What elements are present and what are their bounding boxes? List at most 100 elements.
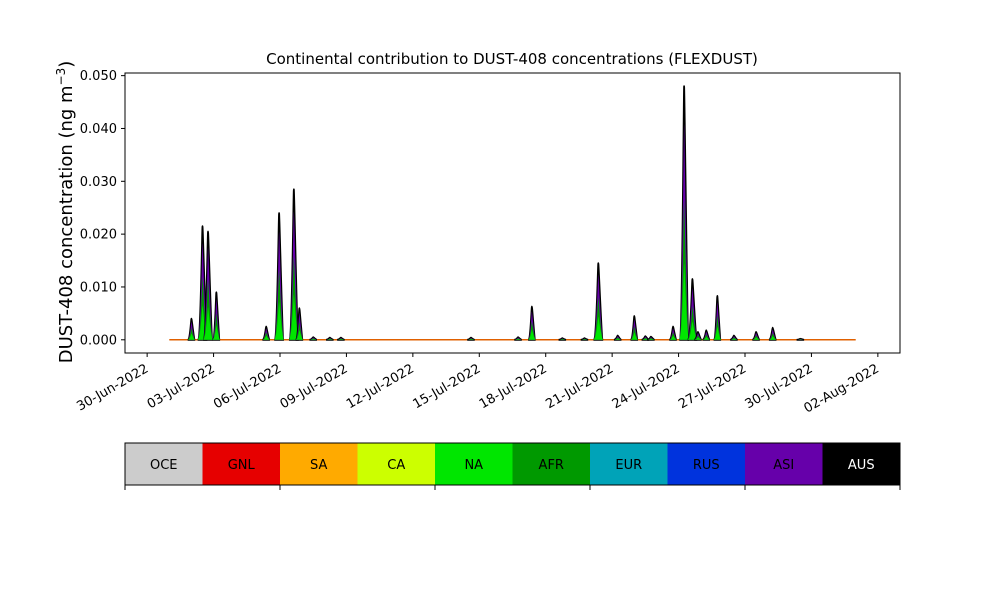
x-tick-label: 24-Jul-2022 <box>610 361 683 412</box>
peak-na-area <box>467 339 475 340</box>
peak-na-area <box>514 339 522 340</box>
peak-na-area <box>593 316 604 340</box>
legend-swatch-sa <box>280 443 358 485</box>
peak <box>768 326 778 341</box>
peak <box>629 315 639 341</box>
legend-swatch-ca <box>357 443 436 485</box>
y-tick-label: 0.030 <box>80 175 117 190</box>
peak <box>211 291 222 341</box>
peak-na-area <box>274 301 284 340</box>
y-axis-label: DUST-408 concentration (ng m−3) <box>54 61 77 364</box>
legend-label-oce: OCE <box>150 458 178 473</box>
peak <box>678 85 690 341</box>
peak <box>309 336 318 341</box>
peak-na-area <box>713 326 722 340</box>
y-axis: 0.000 0.010 0.020 0.030 0.040 0.050 <box>80 69 125 348</box>
plot-area <box>124 72 901 354</box>
peak <box>337 336 345 341</box>
legend-swatch-aus <box>822 443 901 485</box>
peak-na-area <box>187 333 196 340</box>
peak-na-area <box>203 307 213 340</box>
legend-swatch-rus <box>667 443 746 485</box>
y-tick-label: 0.000 <box>80 333 117 348</box>
legend-label-eur: EUR <box>615 458 642 473</box>
y-axis-label-close: ) <box>56 61 77 68</box>
legend-label-asi: ASI <box>773 458 794 473</box>
peak-na-area <box>295 330 304 340</box>
peak-na-area <box>702 336 711 340</box>
legend-label-gnl: GNL <box>228 458 256 473</box>
peak-na-area <box>528 329 536 340</box>
peak <box>294 307 305 341</box>
x-tick-label: 18-Jul-2022 <box>477 361 550 412</box>
peak <box>668 325 678 341</box>
peak-na-area <box>337 339 345 340</box>
peak-na-area <box>730 338 738 340</box>
y-axis-label-exponent: −3 <box>54 68 68 86</box>
y-tick-label: 0.020 <box>80 228 117 243</box>
legend-label-afr: AFR <box>539 458 564 473</box>
peak <box>693 330 703 341</box>
peak <box>288 188 300 341</box>
peak <box>712 295 722 341</box>
peak-na-area <box>687 321 698 340</box>
peak <box>729 334 738 341</box>
legend-swatch-asi <box>745 443 823 485</box>
x-tick-label: 15-Jul-2022 <box>410 361 483 412</box>
peak <box>261 325 271 341</box>
peak-na-area <box>768 336 777 340</box>
y-axis-label-main: DUST-408 concentration (ng m <box>56 85 77 363</box>
legend-frame <box>124 442 901 486</box>
peak <box>514 336 522 341</box>
legend-swatch-oce <box>125 443 203 485</box>
peak-na-area <box>212 325 221 340</box>
legend-label-sa: SA <box>310 458 327 473</box>
y-tick-label: 0.050 <box>80 69 117 84</box>
peak <box>527 305 537 341</box>
legend-label-ca: CA <box>387 458 405 473</box>
x-tick-label: 21-Jul-2022 <box>543 361 616 412</box>
peak <box>646 335 655 341</box>
peak <box>796 337 805 341</box>
peak <box>592 262 605 341</box>
legend-label-na: NA <box>464 458 483 473</box>
x-tick-label: 03-Jul-2022 <box>145 361 218 412</box>
legend-label-rus: RUS <box>693 458 720 473</box>
legend-swatch-na <box>435 443 513 485</box>
peak <box>702 329 711 341</box>
peak-na-area <box>613 338 622 340</box>
peak-na-area <box>752 337 760 340</box>
peak <box>751 330 761 341</box>
peak-na-area <box>630 332 639 340</box>
x-tick-label: 02-Aug-2022 <box>802 361 882 416</box>
x-tick-label: 27-Jul-2022 <box>676 361 749 412</box>
peak-na-area <box>262 335 270 340</box>
peak-na-area <box>288 294 299 340</box>
x-tick-label: 12-Jul-2022 <box>344 361 417 412</box>
peak-na-area <box>694 337 702 340</box>
x-tick-label: 06-Jul-2022 <box>211 361 284 412</box>
legend-swatch-gnl <box>202 443 281 485</box>
peak <box>686 278 699 341</box>
peak <box>558 337 567 341</box>
x-tick-label: 09-Jul-2022 <box>278 361 351 412</box>
y-tick-label: 0.010 <box>80 280 117 295</box>
peak-na-area <box>669 335 677 340</box>
chart-title: Continental contribution to DUST-408 con… <box>266 50 758 68</box>
x-axis: 30-Jun-202203-Jul-202206-Jul-202209-Jul-… <box>74 353 882 417</box>
peak <box>325 336 334 341</box>
peak <box>467 336 475 341</box>
peak-na-area <box>679 263 689 340</box>
plot-frame <box>124 72 901 354</box>
legend-colorbar: OCE GNL SA CA NA AFR EUR RUS ASI AUS <box>124 442 901 490</box>
peak <box>202 230 214 341</box>
peak <box>613 334 622 341</box>
peak <box>186 317 197 341</box>
peak-na-area <box>326 339 334 340</box>
legend-label-aus: AUS <box>848 458 875 473</box>
peak-na-area <box>647 338 655 340</box>
legend-swatch-eur <box>590 443 668 485</box>
peak <box>580 337 589 341</box>
x-tick-label: 30-Jun-2022 <box>74 361 151 414</box>
